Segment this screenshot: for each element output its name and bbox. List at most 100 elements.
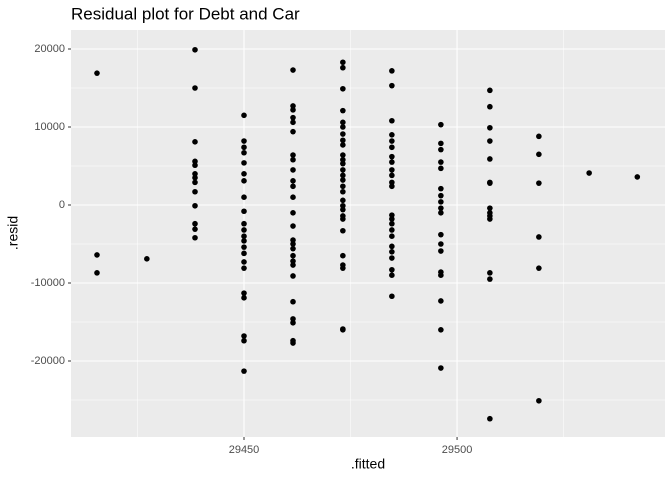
point <box>487 124 493 131</box>
point <box>389 183 395 190</box>
point <box>438 192 444 199</box>
point <box>536 234 542 240</box>
point <box>586 170 592 176</box>
point <box>290 114 296 121</box>
point <box>290 340 296 346</box>
point <box>536 397 542 404</box>
point <box>290 241 296 247</box>
point <box>290 258 296 264</box>
x-tick-label: 29500 <box>442 444 473 456</box>
point <box>290 128 296 135</box>
point <box>192 234 198 241</box>
point <box>340 131 346 137</box>
point <box>438 140 444 147</box>
point <box>340 160 346 167</box>
point <box>241 160 247 166</box>
point <box>241 144 247 151</box>
point <box>290 67 296 73</box>
point <box>241 259 247 265</box>
point <box>487 270 493 276</box>
point <box>340 216 346 222</box>
point <box>438 199 444 205</box>
point <box>290 316 296 322</box>
point <box>241 149 247 156</box>
point <box>290 107 296 113</box>
point <box>290 156 296 163</box>
point <box>290 298 296 305</box>
point <box>290 262 296 268</box>
point <box>389 233 395 239</box>
point <box>144 256 150 262</box>
point <box>241 295 247 301</box>
point <box>290 223 296 229</box>
point <box>438 272 444 278</box>
point <box>290 119 296 126</box>
point <box>389 68 395 74</box>
point <box>487 205 493 211</box>
point <box>290 183 296 190</box>
point <box>94 270 100 276</box>
point <box>241 265 247 271</box>
point <box>290 252 296 259</box>
point <box>192 170 198 177</box>
point <box>340 124 346 130</box>
point <box>241 178 247 184</box>
point <box>389 255 395 261</box>
point <box>290 209 296 216</box>
point <box>241 250 247 257</box>
point <box>340 227 346 234</box>
point <box>438 185 444 192</box>
x-axis-title: .fitted <box>351 456 385 472</box>
point <box>290 178 296 184</box>
point <box>241 220 247 227</box>
point <box>487 156 493 162</box>
point <box>192 46 198 53</box>
point <box>290 245 296 252</box>
point <box>340 85 346 92</box>
point <box>340 172 346 179</box>
point <box>438 241 444 247</box>
point <box>487 103 493 110</box>
point <box>536 133 542 140</box>
point <box>290 237 296 243</box>
point <box>340 206 346 213</box>
point <box>192 158 198 165</box>
point <box>438 248 444 254</box>
point <box>290 273 296 279</box>
point <box>241 112 247 119</box>
point <box>389 293 395 300</box>
point <box>438 165 444 172</box>
point <box>94 252 100 258</box>
point <box>241 194 247 200</box>
point <box>192 202 198 209</box>
point <box>192 139 198 145</box>
point <box>536 180 542 186</box>
point <box>192 162 198 169</box>
point <box>340 197 346 204</box>
point <box>340 326 346 333</box>
point <box>290 319 296 326</box>
point <box>389 167 395 173</box>
x-tick-label: 29450 <box>229 444 260 456</box>
point <box>340 137 346 144</box>
point <box>290 194 296 200</box>
point <box>389 131 395 138</box>
point <box>241 208 247 215</box>
point <box>340 183 346 190</box>
point <box>340 167 346 173</box>
point <box>241 337 247 344</box>
panel <box>71 30 665 437</box>
point <box>389 248 395 255</box>
point <box>487 216 493 222</box>
y-tick-label: 10000 <box>34 121 65 133</box>
point <box>438 209 444 216</box>
point <box>438 298 444 304</box>
point <box>438 205 444 211</box>
point <box>241 138 247 144</box>
point <box>340 188 346 195</box>
point <box>241 238 247 244</box>
point <box>340 119 346 126</box>
point <box>241 227 247 233</box>
point <box>290 167 296 173</box>
